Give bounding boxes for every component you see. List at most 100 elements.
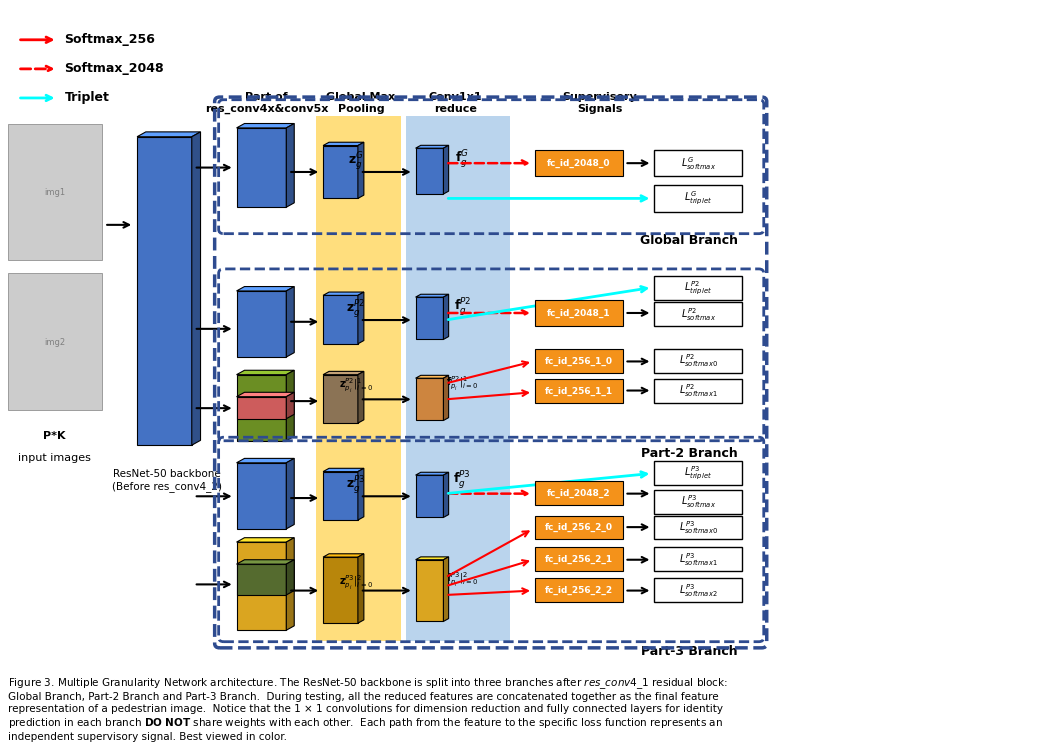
Polygon shape (323, 292, 364, 295)
Polygon shape (444, 556, 449, 621)
Polygon shape (323, 142, 364, 145)
Text: P*K: P*K (43, 431, 65, 441)
FancyBboxPatch shape (237, 564, 286, 595)
FancyBboxPatch shape (655, 578, 742, 602)
Polygon shape (416, 375, 449, 378)
Polygon shape (286, 123, 295, 207)
Polygon shape (237, 559, 295, 564)
Text: Triplet: Triplet (64, 91, 110, 105)
Polygon shape (192, 132, 201, 445)
Text: $L^{P3}_{softmax}$: $L^{P3}_{softmax}$ (680, 493, 716, 510)
Polygon shape (358, 142, 364, 198)
Text: $L^G_{softmax}$: $L^G_{softmax}$ (680, 155, 716, 171)
FancyBboxPatch shape (535, 379, 622, 403)
FancyBboxPatch shape (655, 379, 742, 403)
Polygon shape (237, 459, 295, 463)
Text: $\mathbf{f}_g^{P2}$: $\mathbf{f}_g^{P2}$ (454, 296, 471, 318)
FancyBboxPatch shape (416, 559, 444, 621)
FancyBboxPatch shape (237, 291, 286, 357)
Text: fc_id_256_1_0: fc_id_256_1_0 (545, 356, 612, 366)
Text: fc_id_2048_0: fc_id_2048_0 (547, 159, 610, 168)
FancyBboxPatch shape (655, 276, 742, 300)
Text: Global Max
Pooling: Global Max Pooling (326, 93, 395, 114)
Polygon shape (286, 393, 295, 418)
FancyBboxPatch shape (323, 472, 358, 520)
FancyBboxPatch shape (535, 548, 622, 571)
Text: $\mathbf{z}_g^G$: $\mathbf{z}_g^G$ (348, 151, 363, 172)
Polygon shape (286, 370, 295, 441)
Polygon shape (358, 292, 364, 344)
FancyBboxPatch shape (655, 461, 742, 485)
Text: fc_id_256_2_1: fc_id_256_2_1 (545, 555, 612, 564)
Text: ResNet-50 backbone
(Before res_conv4_2): ResNet-50 backbone (Before res_conv4_2) (112, 469, 222, 492)
FancyBboxPatch shape (316, 116, 400, 641)
Polygon shape (237, 538, 295, 542)
FancyBboxPatch shape (237, 542, 286, 630)
FancyBboxPatch shape (406, 116, 510, 641)
Polygon shape (286, 459, 295, 529)
FancyBboxPatch shape (535, 300, 622, 326)
Text: fc_id_256_1_1: fc_id_256_1_1 (545, 387, 612, 395)
Polygon shape (416, 556, 449, 559)
Text: Conv1x1
reduce: Conv1x1 reduce (429, 93, 483, 114)
Text: $\mathbf{z}_{p_i}^{P3}|_{i=0}^{2}$: $\mathbf{z}_{p_i}^{P3}|_{i=0}^{2}$ (339, 573, 373, 591)
Text: $L^{P3}_{triplet}$: $L^{P3}_{triplet}$ (684, 464, 712, 482)
Text: $L^{P2}_{triplet}$: $L^{P2}_{triplet}$ (684, 279, 712, 297)
Text: $L^{P3}_{softmax0}$: $L^{P3}_{softmax0}$ (679, 519, 718, 536)
Text: $\mathbf{z}_{p_i}^{P2}|_{i=0}^{1}$: $\mathbf{z}_{p_i}^{P2}|_{i=0}^{1}$ (339, 376, 373, 394)
Polygon shape (444, 375, 449, 421)
FancyBboxPatch shape (323, 557, 358, 623)
Polygon shape (286, 559, 295, 595)
Text: fc_id_2048_2: fc_id_2048_2 (547, 489, 610, 498)
Polygon shape (416, 472, 449, 475)
Polygon shape (323, 468, 364, 472)
Text: img1: img1 (44, 188, 65, 197)
Polygon shape (323, 371, 364, 375)
FancyBboxPatch shape (237, 375, 286, 441)
Text: $\mathbf{f}_{p_i}^{P2}|_{i=0}^{1}$: $\mathbf{f}_{p_i}^{P2}|_{i=0}^{1}$ (446, 375, 478, 393)
Text: $L^{P2}_{softmax1}$: $L^{P2}_{softmax1}$ (679, 383, 717, 399)
Text: $L^{P2}_{softmax0}$: $L^{P2}_{softmax0}$ (679, 352, 718, 370)
Text: img2: img2 (44, 338, 65, 347)
FancyBboxPatch shape (237, 128, 286, 207)
FancyBboxPatch shape (655, 490, 742, 514)
FancyBboxPatch shape (535, 516, 622, 539)
Polygon shape (444, 472, 449, 517)
Text: $\mathbf{z}_g^{P3}$: $\mathbf{z}_g^{P3}$ (346, 474, 365, 496)
FancyBboxPatch shape (416, 148, 444, 194)
Polygon shape (286, 538, 295, 630)
Text: Figure 3. Multiple Granularity Network architecture. The ResNet-50 backbone is s: Figure 3. Multiple Granularity Network a… (7, 676, 728, 742)
Text: $L^G_{triplet}$: $L^G_{triplet}$ (684, 190, 712, 207)
Polygon shape (237, 123, 295, 128)
Text: Softmax_2048: Softmax_2048 (64, 62, 164, 76)
FancyBboxPatch shape (655, 548, 742, 571)
FancyBboxPatch shape (655, 516, 742, 539)
Polygon shape (416, 295, 449, 297)
FancyBboxPatch shape (655, 303, 742, 326)
Text: $L^{P2}_{softmax}$: $L^{P2}_{softmax}$ (680, 306, 716, 323)
Text: input images: input images (18, 453, 91, 464)
FancyBboxPatch shape (535, 482, 622, 505)
FancyBboxPatch shape (323, 145, 358, 198)
Text: $\mathbf{z}_g^{P2}$: $\mathbf{z}_g^{P2}$ (346, 298, 365, 320)
FancyBboxPatch shape (655, 186, 742, 211)
Polygon shape (358, 468, 364, 520)
Text: fc_id_2048_1: fc_id_2048_1 (547, 309, 610, 318)
FancyBboxPatch shape (237, 463, 286, 529)
FancyBboxPatch shape (137, 137, 192, 445)
Text: Global Branch: Global Branch (640, 234, 738, 247)
Polygon shape (358, 371, 364, 423)
FancyBboxPatch shape (7, 123, 102, 260)
FancyBboxPatch shape (416, 378, 444, 421)
Polygon shape (444, 145, 449, 194)
Text: $\mathbf{f}_g^{P3}$: $\mathbf{f}_g^{P3}$ (453, 470, 471, 491)
FancyBboxPatch shape (655, 150, 742, 177)
Text: fc_id_256_2_0: fc_id_256_2_0 (545, 523, 612, 532)
Polygon shape (137, 132, 201, 137)
FancyBboxPatch shape (237, 397, 286, 418)
FancyBboxPatch shape (323, 295, 358, 344)
Text: Part-3 Branch: Part-3 Branch (641, 645, 737, 658)
Polygon shape (237, 286, 295, 291)
Polygon shape (416, 145, 449, 148)
FancyBboxPatch shape (655, 349, 742, 373)
